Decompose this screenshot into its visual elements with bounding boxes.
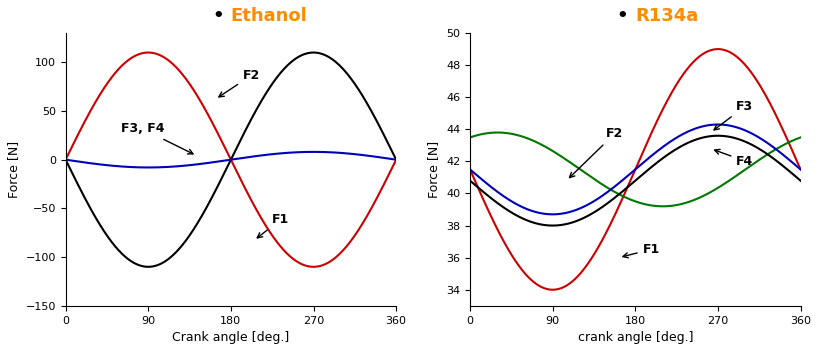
Text: •: • xyxy=(618,7,636,25)
Text: R134a: R134a xyxy=(636,7,699,25)
Text: F3: F3 xyxy=(714,100,753,130)
Y-axis label: Force [N]: Force [N] xyxy=(428,141,440,198)
Text: Ethanol: Ethanol xyxy=(231,7,308,25)
Text: •: • xyxy=(213,7,231,25)
X-axis label: Crank angle [deg.]: Crank angle [deg.] xyxy=(173,331,290,344)
Text: F3, F4: F3, F4 xyxy=(121,122,193,154)
Text: F4: F4 xyxy=(715,150,753,167)
Text: F2: F2 xyxy=(219,69,260,97)
X-axis label: crank angle [deg.]: crank angle [deg.] xyxy=(578,331,693,344)
Text: F1: F1 xyxy=(257,213,290,238)
Text: F2: F2 xyxy=(569,127,623,178)
Text: F1: F1 xyxy=(623,243,660,258)
Y-axis label: Force [N]: Force [N] xyxy=(7,141,20,198)
